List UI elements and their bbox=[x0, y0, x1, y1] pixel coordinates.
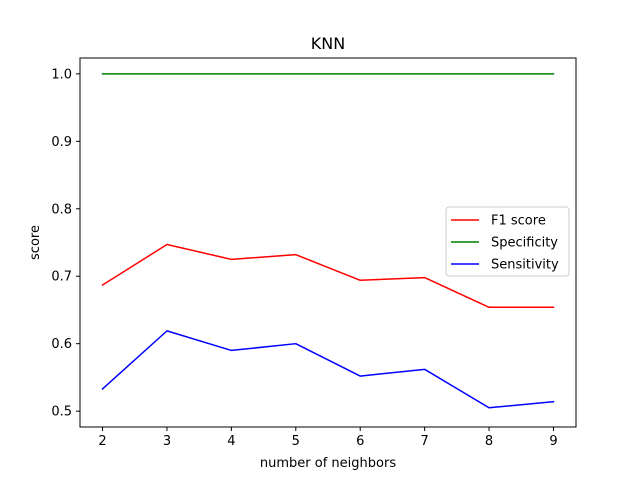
y-tick-label: 1.0 bbox=[51, 67, 72, 82]
y-tick-label: 0.9 bbox=[51, 135, 72, 150]
legend-label: Sensitivity bbox=[491, 258, 559, 273]
y-tick-label: 0.8 bbox=[51, 202, 72, 217]
series-lines bbox=[101, 73, 555, 409]
x-tick-label: 2 bbox=[98, 434, 106, 449]
x-axis-label: number of neighbors bbox=[260, 456, 396, 471]
x-tick-label: 4 bbox=[227, 434, 235, 449]
x-tick-label: 9 bbox=[549, 434, 557, 449]
legend-label: Specificity bbox=[491, 236, 558, 251]
x-tick-label: 3 bbox=[163, 434, 171, 449]
x-tick-label: 8 bbox=[485, 434, 493, 449]
legend-label: F1 score bbox=[491, 214, 546, 229]
plot-area bbox=[79, 57, 577, 428]
y-axis: 0.5 0.6 0.7 0.8 0.9 1.0 bbox=[51, 67, 80, 420]
y-axis-label: score bbox=[28, 225, 43, 260]
x-tick-label: 7 bbox=[420, 434, 428, 449]
x-tick-label: 5 bbox=[292, 434, 300, 449]
y-tick-label: 0.5 bbox=[51, 405, 72, 420]
y-tick-label: 0.6 bbox=[51, 337, 72, 352]
x-tick-label: 6 bbox=[356, 434, 364, 449]
x-axis: 2 3 4 5 6 7 8 9 bbox=[98, 427, 558, 449]
legend-box bbox=[445, 206, 570, 277]
chart-title: KNN bbox=[311, 34, 345, 53]
series-line-sensitivity bbox=[101, 330, 555, 409]
legend: F1 score Specificity Sensitivity bbox=[445, 206, 570, 277]
y-tick-label: 0.7 bbox=[51, 270, 72, 285]
series-line-f1-score bbox=[101, 243, 555, 309]
